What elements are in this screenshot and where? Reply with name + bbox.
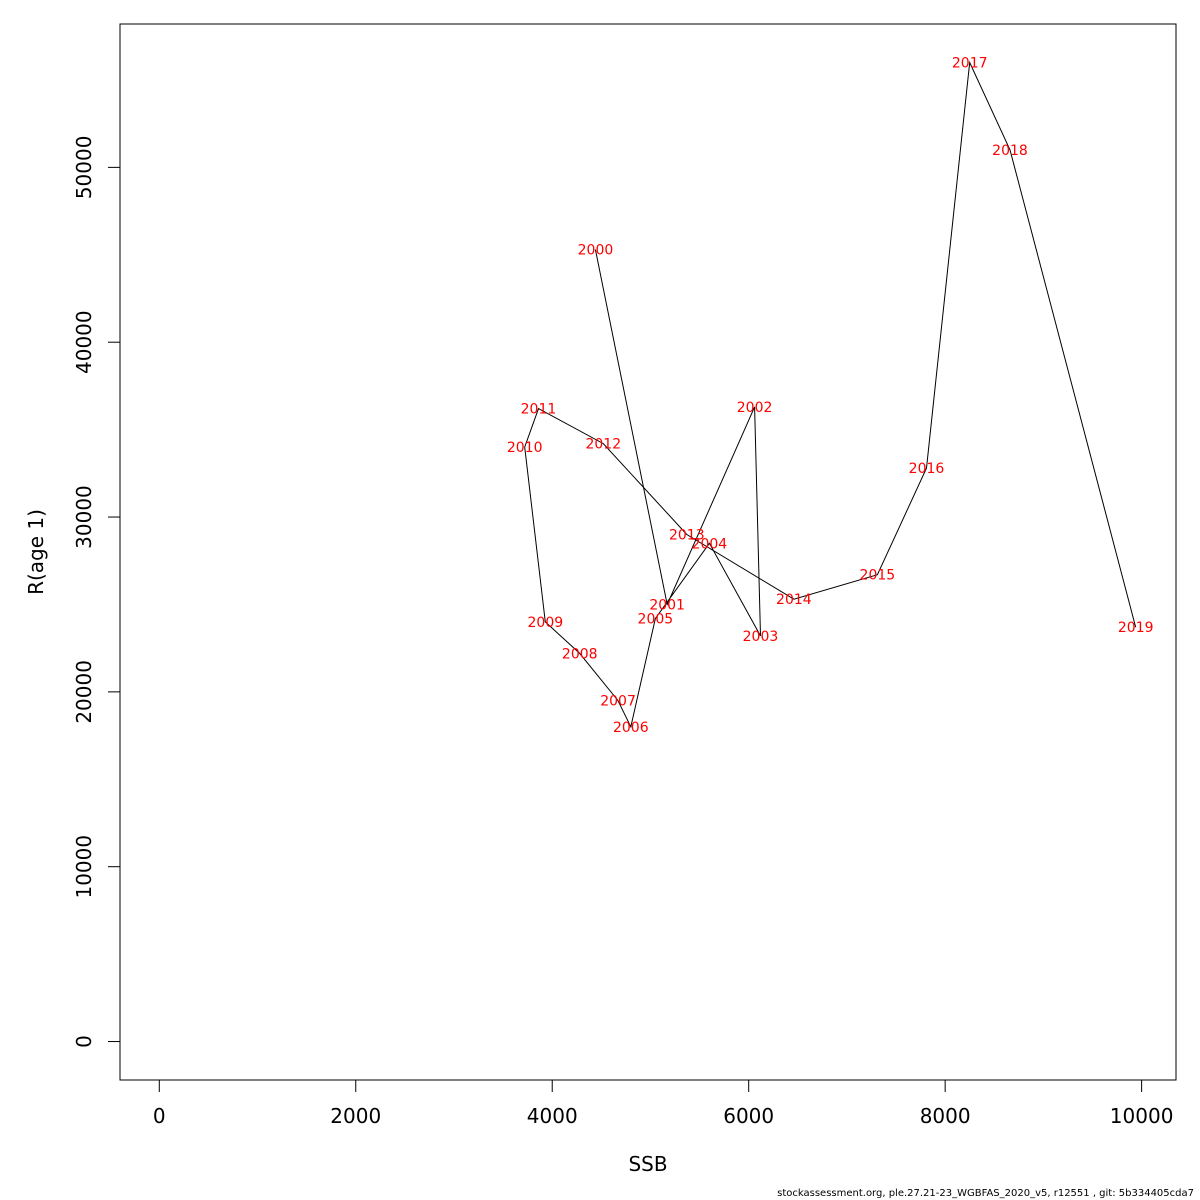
point-label-2010: 2010 xyxy=(507,440,543,456)
x-tick-label: 10000 xyxy=(1110,1104,1174,1128)
point-label-2007: 2007 xyxy=(600,694,636,710)
point-label-2008: 2008 xyxy=(562,646,598,662)
y-tick-label: 20000 xyxy=(72,660,96,724)
point-label-2011: 2011 xyxy=(521,402,557,418)
point-labels: 2000 2001 2002 2003 2004 2005 2006 2007 2008 2009… xyxy=(507,55,1154,735)
point-label-2003: 2003 xyxy=(743,629,779,645)
y-tick-label: 10000 xyxy=(72,835,96,899)
point-label-2001: 2001 xyxy=(649,597,685,613)
y-tick-label: 0 xyxy=(72,1035,96,1048)
x-tick-label: 6000 xyxy=(723,1104,774,1128)
point-label-2019: 2019 xyxy=(1118,620,1154,636)
x-tick-label: 2000 xyxy=(330,1104,381,1128)
x-axis: 0 2000 4000 6000 8000 10000 xyxy=(153,1079,1174,1128)
plot-frame xyxy=(119,23,1177,1081)
point-label-2002: 2002 xyxy=(737,400,773,416)
point-label-2017: 2017 xyxy=(952,55,988,71)
y-tick-label: 30000 xyxy=(72,485,96,549)
point-label-2004: 2004 xyxy=(692,536,728,552)
point-label-2009: 2009 xyxy=(528,615,564,631)
y-axis-title: R(age 1) xyxy=(24,509,48,595)
point-label-2006: 2006 xyxy=(613,720,649,736)
x-tick-label: 8000 xyxy=(920,1104,971,1128)
y-tick-label: 40000 xyxy=(72,310,96,374)
x-tick-label: 0 xyxy=(153,1104,166,1128)
point-label-2012: 2012 xyxy=(585,437,621,453)
point-label-2000: 2000 xyxy=(578,243,614,259)
x-tick-label: 4000 xyxy=(527,1104,578,1128)
point-label-2015: 2015 xyxy=(860,568,896,584)
point-label-2005: 2005 xyxy=(638,611,674,627)
point-label-2014: 2014 xyxy=(776,592,812,608)
footer-caption: stockassessment.org, ple.27.21-23_WGBFAS… xyxy=(777,1188,1194,1199)
y-axis: 0 10000 20000 30000 40000 50000 xyxy=(72,136,121,1048)
x-axis-title: SSB xyxy=(628,1152,667,1176)
y-tick-label: 50000 xyxy=(72,136,96,200)
point-label-2013: 2013 xyxy=(669,528,705,544)
series-line xyxy=(524,60,1137,729)
point-label-2016: 2016 xyxy=(909,461,945,477)
point-label-2018: 2018 xyxy=(992,143,1028,159)
